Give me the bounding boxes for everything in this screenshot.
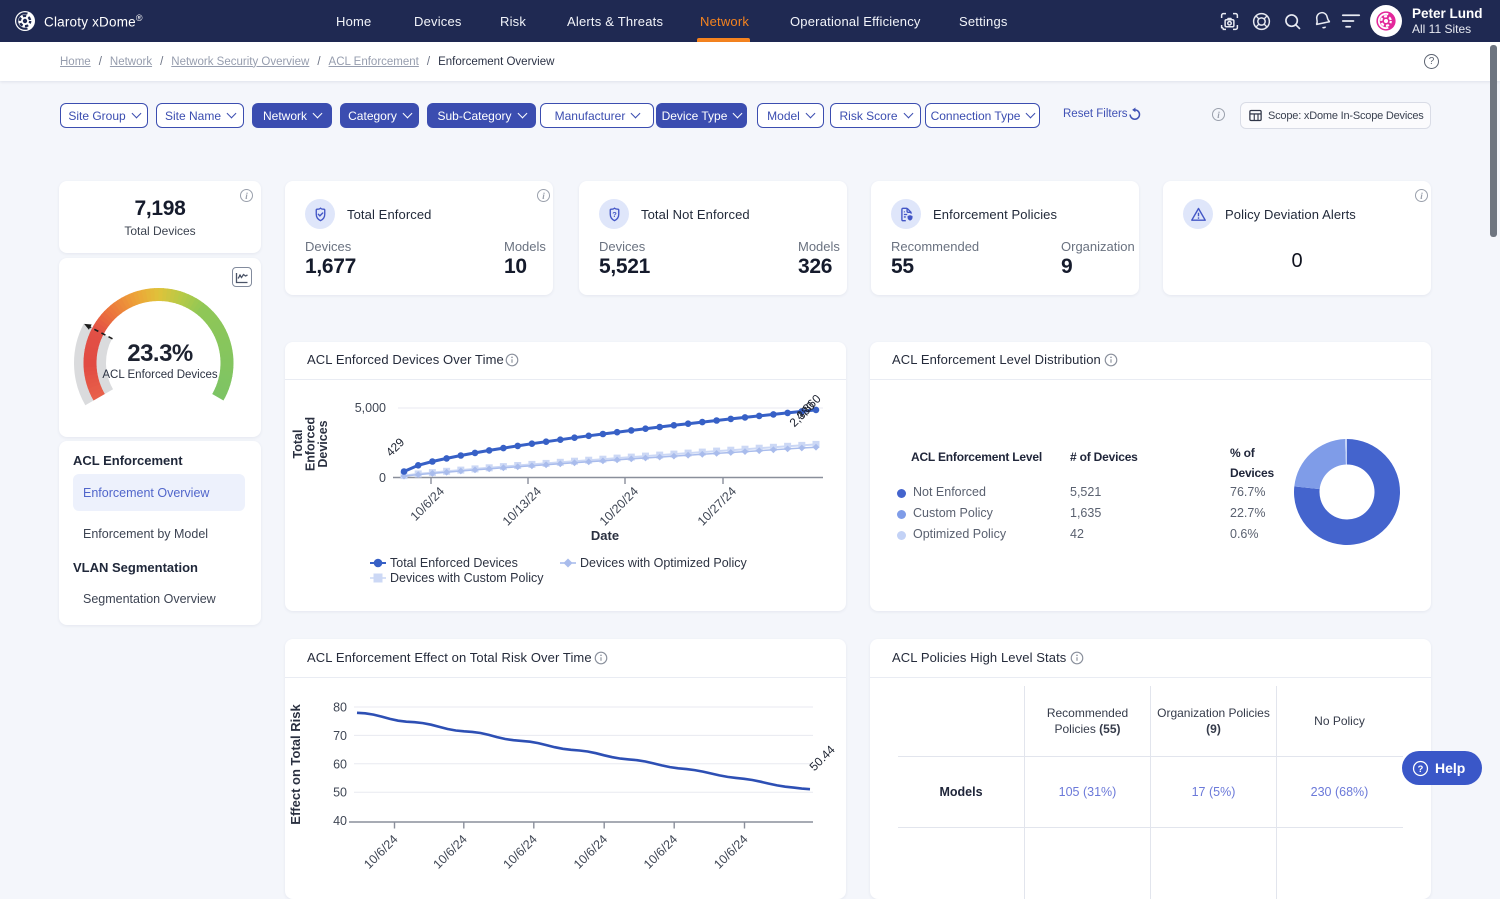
svg-text:80: 80 [333,701,347,715]
svg-text:10/6/24: 10/6/24 [431,832,470,871]
svg-text:10/27/24: 10/27/24 [695,484,739,528]
svg-text:Devices: Devices [316,420,330,467]
svg-text:10/6/24: 10/6/24 [571,832,610,871]
svg-text:40: 40 [333,814,347,828]
svg-text:10/6/24: 10/6/24 [641,832,680,871]
svg-text:10/6/24: 10/6/24 [361,832,400,871]
svg-text:Enforced: Enforced [304,417,318,471]
svg-text:10/20/24: 10/20/24 [597,484,641,528]
svg-text:?: ? [1418,763,1424,773]
svg-text:?: ? [612,209,617,218]
svg-text:Effect on Total Risk: Effect on Total Risk [288,704,303,825]
svg-text:70: 70 [333,729,347,743]
svg-text:10/6/24: 10/6/24 [711,832,750,871]
svg-text:10/13/24: 10/13/24 [500,484,544,528]
svg-text:Total: Total [291,430,305,459]
svg-text:50: 50 [333,786,347,800]
svg-text:Date: Date [591,528,619,543]
svg-text:50.44: 50.44 [807,742,838,773]
svg-text:5,000: 5,000 [355,401,386,415]
svg-text:10/6/24: 10/6/24 [501,832,540,871]
svg-text:0: 0 [379,471,386,485]
svg-text:10/6/24: 10/6/24 [408,484,447,523]
svg-text:60: 60 [333,757,347,771]
svg-text:429: 429 [383,435,407,459]
